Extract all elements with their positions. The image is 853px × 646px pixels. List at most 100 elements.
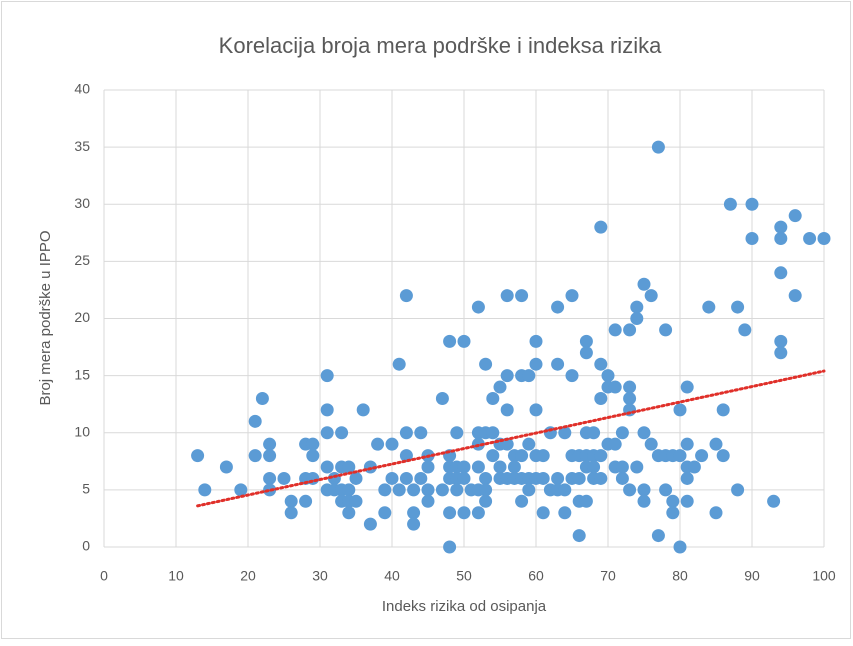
data-point bbox=[608, 437, 622, 451]
data-point bbox=[486, 426, 500, 440]
data-point bbox=[579, 334, 593, 348]
data-point bbox=[407, 517, 421, 531]
data-point bbox=[680, 380, 694, 394]
y-tick-label: 20 bbox=[74, 309, 90, 325]
data-point bbox=[349, 471, 363, 485]
data-point bbox=[788, 209, 802, 223]
y-tick-label: 35 bbox=[74, 138, 90, 154]
data-point bbox=[435, 483, 449, 497]
data-point bbox=[651, 529, 665, 543]
data-point bbox=[637, 426, 651, 440]
data-point bbox=[745, 232, 759, 246]
y-tick-label: 30 bbox=[74, 195, 90, 211]
data-point bbox=[637, 277, 651, 291]
data-point bbox=[630, 312, 644, 325]
data-point bbox=[673, 403, 687, 417]
data-point bbox=[551, 471, 565, 485]
data-point bbox=[738, 323, 752, 337]
data-point bbox=[443, 334, 457, 348]
data-point bbox=[572, 471, 586, 485]
data-point bbox=[450, 426, 464, 440]
data-point bbox=[471, 506, 485, 520]
data-point bbox=[284, 506, 298, 520]
data-point bbox=[443, 540, 457, 554]
data-point bbox=[399, 426, 413, 440]
data-point bbox=[522, 437, 536, 451]
data-point bbox=[659, 483, 673, 497]
data-point bbox=[774, 232, 788, 246]
trendline bbox=[196, 369, 826, 508]
data-point bbox=[774, 334, 788, 348]
data-point bbox=[407, 483, 421, 497]
data-point bbox=[342, 460, 356, 474]
data-point bbox=[774, 266, 788, 280]
data-point bbox=[709, 506, 723, 520]
data-point bbox=[486, 391, 500, 405]
y-tick-label: 40 bbox=[74, 81, 90, 97]
data-point bbox=[637, 494, 651, 508]
data-point bbox=[335, 426, 349, 440]
data-point bbox=[623, 483, 637, 497]
data-point bbox=[666, 506, 680, 520]
data-point bbox=[608, 323, 622, 337]
y-tick-label: 15 bbox=[74, 366, 90, 382]
x-tick-label: 10 bbox=[168, 568, 184, 584]
data-point bbox=[248, 449, 262, 463]
data-point bbox=[471, 300, 485, 314]
data-point bbox=[479, 471, 493, 485]
data-point bbox=[392, 357, 406, 371]
data-point bbox=[407, 506, 421, 520]
data-point bbox=[479, 494, 493, 508]
data-point bbox=[479, 357, 493, 371]
x-axis-label: Indeks rizika od osipanja bbox=[382, 598, 547, 615]
data-point bbox=[320, 403, 334, 417]
data-point bbox=[745, 197, 759, 211]
data-point bbox=[788, 289, 802, 303]
data-point bbox=[594, 449, 608, 463]
data-point bbox=[284, 494, 298, 508]
data-point bbox=[630, 460, 644, 474]
data-point bbox=[673, 449, 687, 463]
data-point bbox=[558, 426, 572, 440]
x-tick-label: 40 bbox=[384, 568, 400, 584]
data-point bbox=[414, 471, 428, 485]
data-point bbox=[587, 426, 601, 440]
data-point bbox=[263, 471, 277, 485]
data-point bbox=[551, 357, 565, 371]
data-point bbox=[263, 449, 277, 463]
data-point bbox=[320, 426, 334, 440]
data-point bbox=[522, 369, 536, 383]
y-tick-label: 0 bbox=[82, 538, 90, 554]
data-point bbox=[666, 494, 680, 508]
data-point bbox=[255, 391, 269, 405]
data-point bbox=[565, 289, 579, 303]
data-point bbox=[774, 346, 788, 360]
data-point bbox=[392, 483, 406, 497]
data-point bbox=[435, 391, 449, 405]
data-point bbox=[551, 300, 565, 314]
data-point bbox=[608, 380, 622, 394]
data-point bbox=[529, 403, 543, 417]
data-point bbox=[457, 471, 471, 485]
data-point bbox=[378, 506, 392, 520]
data-point bbox=[493, 380, 507, 394]
y-tick-label: 10 bbox=[74, 423, 90, 439]
data-point bbox=[659, 323, 673, 337]
data-point bbox=[306, 449, 320, 463]
data-point bbox=[363, 517, 377, 531]
x-tick-label: 50 bbox=[456, 568, 472, 584]
data-point bbox=[191, 449, 205, 463]
data-point bbox=[421, 483, 435, 497]
data-point bbox=[680, 471, 694, 485]
data-point bbox=[515, 494, 529, 508]
data-point bbox=[558, 506, 572, 520]
data-point bbox=[651, 140, 665, 154]
data-point bbox=[356, 403, 370, 417]
data-point bbox=[680, 494, 694, 508]
data-point bbox=[443, 506, 457, 520]
data-point bbox=[615, 471, 629, 485]
x-tick-label: 0 bbox=[100, 568, 108, 584]
data-point bbox=[536, 471, 550, 485]
data-point bbox=[399, 289, 413, 303]
